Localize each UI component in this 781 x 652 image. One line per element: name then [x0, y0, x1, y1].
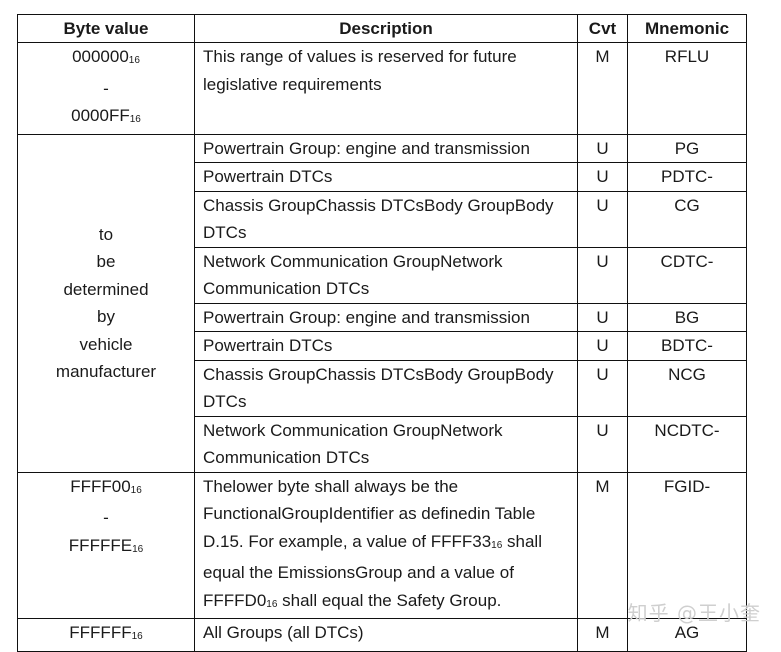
mnemonic-cell: CG [627, 190, 747, 248]
mnemonic-cell: CDTC- [627, 246, 747, 304]
description-cell: Network Communication GroupNetwork Commu… [194, 246, 578, 304]
table-row: to be determined by vehicle manufacturer… [17, 133, 747, 473]
tbd-line: determined [63, 279, 149, 299]
range-dash: - [103, 508, 109, 527]
description-text: shall equal the EmissionsGroup and a val… [203, 531, 542, 610]
mnemonic-cell: NCDTC- [627, 415, 747, 473]
description-cell: Thelower byte shall always be the Functi… [194, 471, 578, 619]
mnemonic-cell: RFLU [627, 42, 747, 135]
cvt-cell: U [577, 246, 628, 304]
mnemonic-cell: NCG [627, 359, 747, 417]
tbd-line: be [96, 252, 116, 271]
cvt-cell: U [577, 190, 628, 248]
table-row: 00000016 - 0000FF16 This range of values… [17, 42, 747, 135]
mnemonic-cell: BDTC- [627, 331, 747, 361]
header-description: Description [194, 14, 578, 43]
subscript: 16 [266, 598, 278, 610]
table-row: Network Communication GroupNetwork Commu… [18, 246, 747, 304]
mnemonic-cell: PDTC- [627, 162, 747, 192]
cvt-cell: U [577, 302, 628, 332]
tbd-line: by [97, 307, 115, 326]
table-row: Network Communication GroupNetwork Commu… [18, 415, 747, 473]
description-cell: Powertrain DTCs [194, 162, 578, 192]
description-text: shall equal the Safety Group. [277, 590, 502, 610]
table-row: Powertrain DTCs U BDTC- [18, 331, 747, 361]
byte-value-table: Byte value Description Cvt Mnemonic 0000… [17, 14, 747, 652]
description-cell: Powertrain DTCs [194, 331, 578, 361]
table-row: Chassis GroupChassis DTCsBody GroupBody … [18, 359, 747, 417]
tbd-line: manufacturer [55, 362, 157, 381]
cvt-cell: U [577, 415, 628, 473]
cvt-cell: U [577, 359, 628, 417]
byte-start: 000000 [72, 47, 129, 66]
description-cell: Network Communication GroupNetwork Commu… [194, 415, 578, 473]
description-cell: Chassis GroupChassis DTCsBody GroupBody … [194, 359, 578, 417]
tbd-line: to [98, 224, 114, 244]
subscript: 16 [491, 539, 503, 551]
cvt-cell: M [577, 42, 628, 135]
watermark: 知乎 @王小奎 [627, 601, 761, 625]
cvt-cell: U [577, 133, 628, 163]
byte-value: FFFFFF [69, 623, 132, 642]
tbd-line: vehicle [79, 334, 133, 354]
subscript: 16 [132, 543, 144, 555]
table-row: Powertrain Group: engine and transmissio… [18, 302, 747, 332]
byte-value-cell: FFFF0016 - FFFFFE16 [17, 471, 195, 619]
header-cvt: Cvt [577, 14, 628, 43]
cvt-cell: M [577, 618, 628, 652]
description-cell: This range of values is reserved for fut… [194, 42, 578, 135]
table-row: FFFF0016 - FFFFFE16 Thelower byte shall … [17, 471, 747, 619]
byte-end: 0000FF [71, 106, 130, 125]
cvt-cell: U [577, 331, 628, 361]
subscript: 16 [128, 55, 140, 66]
mnemonic-cell: FGID- [627, 471, 747, 619]
byte-value-cell: 00000016 - 0000FF16 [17, 42, 195, 135]
cvt-cell: M [577, 471, 628, 619]
table-header-row: Byte value Description Cvt Mnemonic [17, 14, 747, 43]
table-row: Chassis GroupChassis DTCsBody GroupBody … [18, 190, 747, 248]
description-cell: Powertrain Group: engine and transmissio… [194, 133, 578, 163]
subscript: 16 [131, 631, 143, 642]
mnemonic-cell: BG [627, 302, 747, 332]
range-dash: - [103, 78, 109, 98]
header-byte-value: Byte value [17, 14, 195, 43]
header-mnemonic: Mnemonic [627, 14, 747, 43]
description-cell: All Groups (all DTCs) [194, 618, 578, 652]
byte-start: FFFF00 [70, 476, 131, 496]
subscript: 16 [130, 484, 142, 496]
byte-end: FFFFFE [68, 535, 133, 555]
byte-value-cell: FFFFFF16 [17, 618, 195, 652]
description-cell: Powertrain Group: engine and transmissio… [194, 302, 578, 332]
description-text: Thelower byte shall always be the Functi… [203, 476, 536, 551]
table-row: Powertrain DTCs U PDTC- [18, 162, 747, 192]
description-cell: Chassis GroupChassis DTCsBody GroupBody … [194, 190, 578, 248]
subscript: 16 [129, 114, 141, 125]
mnemonic-cell: PG [627, 133, 747, 163]
cvt-cell: U [577, 162, 628, 192]
tbd-byte-value-cell: to be determined by vehicle manufacturer [17, 133, 195, 473]
